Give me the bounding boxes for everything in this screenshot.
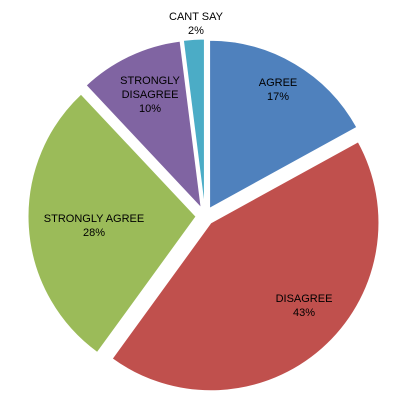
label-cant-say-name: CANT SAY	[169, 11, 223, 23]
label-agree-name: AGREE	[258, 77, 298, 89]
slice-strongly-agree	[27, 93, 197, 354]
label-disagree-name: DISAGREE	[275, 293, 333, 305]
slice-disagree	[111, 141, 380, 392]
label-disagree-value: 43%	[292, 307, 316, 319]
label-cant-say: CANT SAY 2%	[160, 10, 232, 38]
label-agree-value: 17%	[266, 91, 290, 103]
label-strongly-disagree-value: 10%	[138, 103, 162, 115]
slice-cant-say	[182, 38, 205, 208]
slice-strongly-disagree	[85, 40, 202, 210]
label-strongly-agree-value: 28%	[82, 227, 106, 239]
label-strongly-agree-name: STRONGLY AGREE	[43, 213, 145, 225]
label-disagree: DISAGREE 43%	[272, 292, 336, 320]
label-cant-say-value: 2%	[188, 25, 204, 37]
label-strongly-disagree: STRONGLY DISAGREE 10%	[112, 74, 188, 116]
label-strongly-agree: STRONGLY AGREE 28%	[40, 212, 148, 240]
label-agree: AGREE 17%	[252, 76, 304, 104]
slice-agree	[209, 39, 358, 210]
label-strongly-disagree-line2: DISAGREE	[121, 89, 179, 101]
label-strongly-disagree-line1: STRONGLY	[120, 75, 180, 87]
